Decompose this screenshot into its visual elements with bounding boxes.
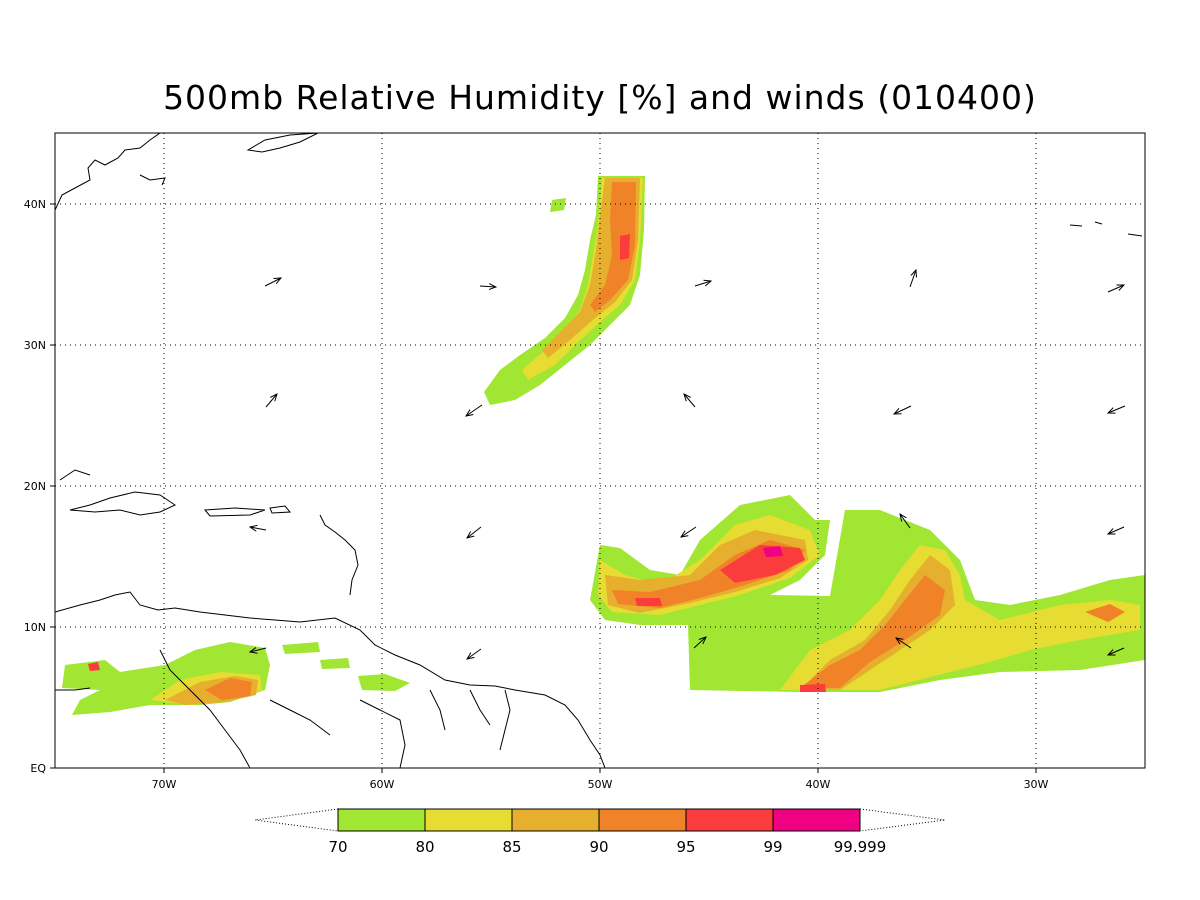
colorbar-label: 90 (589, 838, 608, 856)
wind-arrow (681, 526, 697, 537)
wind-arrow (896, 638, 912, 649)
lon-label-30w: 30W (1024, 778, 1049, 791)
lat-label-20n: 20N (24, 480, 46, 493)
wind-arrow (467, 526, 482, 538)
coastline-lesser-antilles (319, 514, 359, 596)
longitude-labels: 70W 60W 50W 40W 30W (152, 778, 1049, 791)
colorbar-box (424, 808, 513, 832)
colorbar-label: 70 (328, 838, 347, 856)
wind-arrow (250, 527, 267, 530)
lon-label-70w: 70W (152, 778, 177, 791)
wind-arrow (1108, 526, 1125, 534)
lat-label-30n: 30N (24, 339, 46, 352)
wind-arrow (693, 637, 706, 649)
map-title: 500mb Relative Humidity [%] and winds (0… (163, 78, 1037, 117)
coastlines (55, 133, 1143, 768)
coastline-azores (1069, 221, 1143, 237)
latitude-labels: 40N 30N 20N 10N EQ (24, 198, 47, 775)
lon-label-60w: 60W (370, 778, 395, 791)
wind-arrow (264, 278, 281, 287)
colorbar-boxes (337, 808, 861, 832)
rh-cluster-east-95b (800, 684, 826, 692)
rh-band-sw-90 (205, 678, 252, 700)
colorbar-label: 95 (676, 838, 695, 856)
lon-label-50w: 50W (588, 778, 613, 791)
rh-band-north-70b (550, 198, 566, 212)
rh-band-north-95 (620, 234, 630, 260)
colorbar-label: 85 (502, 838, 521, 856)
coastline-newfoundland (246, 133, 319, 153)
colorbar-label: 99 (763, 838, 782, 856)
rh-cluster-east-90c (1085, 604, 1125, 622)
lat-label-40n: 40N (24, 198, 46, 211)
rh-band-sw-70b (282, 642, 320, 654)
coastline-caribbean-islands (69, 491, 292, 517)
rh-cluster-east-99 (763, 546, 783, 557)
axis-ticks (50, 203, 1037, 773)
rh-cluster-east-90b (800, 575, 945, 688)
colorbar-box (772, 808, 861, 832)
rh-band-sw-70c (320, 658, 350, 669)
rh-cluster-east-95 (720, 545, 805, 583)
lat-label-eq: EQ (30, 762, 46, 775)
colorbar-box (337, 808, 426, 832)
colorbar-extend-low (254, 808, 339, 832)
coastline-south-america (55, 591, 606, 768)
wind-arrow (909, 270, 916, 288)
wind-arrow (694, 281, 711, 287)
wind-arrow (1107, 285, 1124, 293)
coastline-panama (55, 687, 91, 691)
wind-arrow (479, 286, 496, 287)
coastline-interior-borders (159, 649, 511, 768)
humidity-shading (62, 176, 1145, 715)
wind-arrow (467, 648, 482, 659)
rh-cluster-east-95c (635, 598, 662, 606)
colorbar-box (598, 808, 687, 832)
wind-arrow (250, 648, 267, 652)
colorbar-extend-high (859, 808, 946, 832)
wind-arrow (265, 394, 277, 408)
coastline-cuba (59, 469, 91, 481)
colorbar-box (511, 808, 600, 832)
wind-arrow (1108, 405, 1126, 413)
colorbar-label: 80 (415, 838, 434, 856)
wind-vectors (250, 270, 1126, 659)
wind-arrow (900, 514, 911, 529)
colorbar-box (685, 808, 774, 832)
colorbar-labels: 70 80 85 90 95 99 99.999 (328, 838, 886, 856)
coastline-north-america (55, 133, 161, 211)
lat-label-10n: 10N (24, 621, 46, 634)
lon-label-40w: 40W (806, 778, 831, 791)
rh-band-sw-95 (88, 662, 100, 671)
rh-band-north-90 (590, 182, 636, 312)
rh-band-sw-70d (358, 674, 410, 691)
coastline-nova-scotia (139, 174, 166, 186)
gridlines (55, 133, 1145, 768)
wind-arrow (1108, 647, 1125, 655)
colorbar-label: 99.999 (834, 838, 887, 856)
wind-arrow (466, 404, 483, 416)
wind-arrow (894, 405, 912, 414)
wind-arrow (684, 394, 696, 408)
colorbar: 70 80 85 90 95 99 99.999 (254, 808, 946, 856)
